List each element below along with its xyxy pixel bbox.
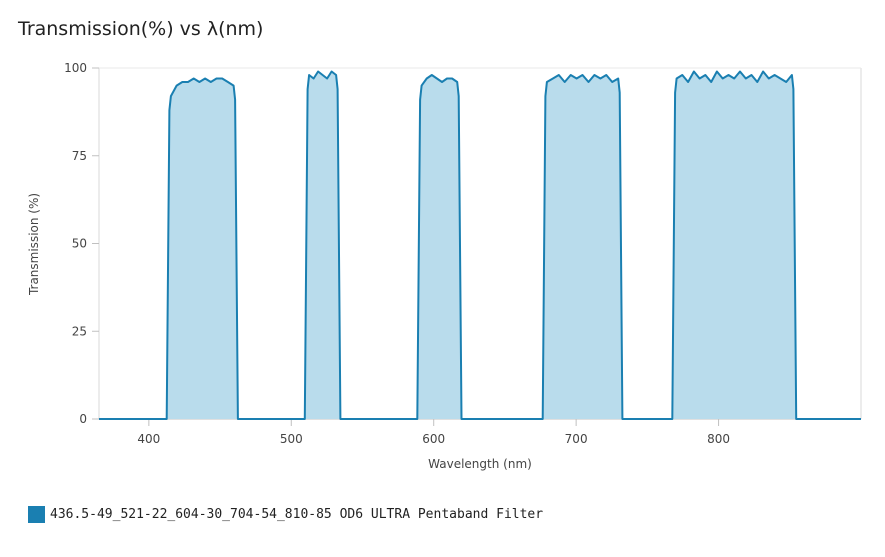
series-line[interactable]: [99, 70, 861, 420]
legend-swatch: [28, 506, 45, 523]
chart-title: Transmission(%) vs λ(nm): [18, 18, 264, 40]
y-tick-label: 25: [72, 324, 87, 338]
y-axis-label: Transmission (%): [27, 193, 41, 296]
x-tick-label: 500: [280, 432, 303, 446]
x-tick-label: 600: [422, 432, 445, 446]
y-tick-label: 50: [72, 237, 87, 251]
x-tick-label: 700: [565, 432, 588, 446]
x-tick-label: 400: [137, 432, 160, 446]
series-area-fill: [99, 71, 861, 419]
y-tick-label: 0: [79, 412, 87, 426]
y-tick-label: 100: [64, 61, 87, 75]
x-axis-label: Wavelength (nm): [428, 457, 532, 471]
legend-label: 436.5-49_521-22_604-30_704-54_810-85 OD6…: [50, 507, 544, 522]
legend-item[interactable]: 436.5-49_521-22_604-30_704-54_810-85 OD6…: [28, 506, 543, 523]
x-tick-label: 800: [707, 432, 730, 446]
y-tick-label: 75: [72, 149, 87, 163]
y-axis-ticks: 0 25 50 75 100: [64, 61, 99, 426]
x-axis-ticks: 400 500 600 700 800: [137, 419, 730, 446]
